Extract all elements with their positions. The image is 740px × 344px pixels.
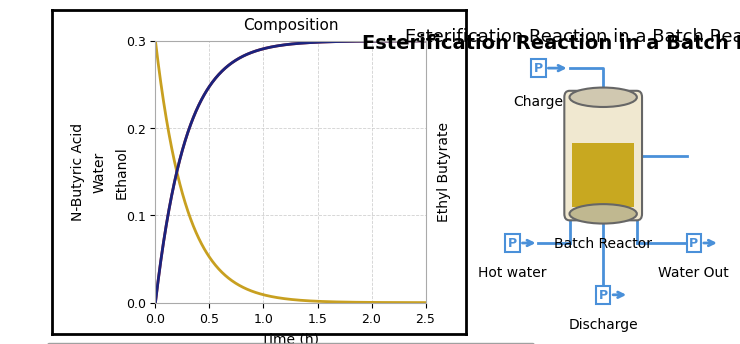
Ethyl Butyrate bbox=[151, 301, 160, 305]
Text: Water Out: Water Out bbox=[659, 266, 729, 280]
N-Butyric Acid bbox=[281, 297, 290, 301]
Water bbox=[421, 39, 430, 43]
Ethyl Butyrate bbox=[281, 43, 290, 47]
N-Butyric Acid bbox=[414, 301, 423, 305]
Water bbox=[297, 42, 306, 46]
Text: Charge: Charge bbox=[514, 94, 563, 108]
Legend: Ethanol, N-Butyric Acid, Water, Ethyl Butyrate: Ethanol, N-Butyric Acid, Water, Ethyl Bu… bbox=[47, 343, 534, 344]
Text: Hot water: Hot water bbox=[478, 266, 547, 280]
Title: Composition: Composition bbox=[243, 18, 338, 33]
N-Butyric Acid bbox=[297, 298, 306, 302]
Water bbox=[312, 41, 320, 45]
Ellipse shape bbox=[570, 204, 636, 224]
FancyBboxPatch shape bbox=[596, 286, 610, 304]
X-axis label: Time (h): Time (h) bbox=[261, 332, 320, 344]
Line: N-Butyric Acid: N-Butyric Acid bbox=[155, 41, 426, 303]
FancyBboxPatch shape bbox=[531, 60, 545, 77]
Ethyl Butyrate bbox=[421, 39, 430, 43]
Line: Ethyl Butyrate: Ethyl Butyrate bbox=[155, 41, 426, 303]
Water bbox=[151, 301, 160, 305]
Text: P: P bbox=[508, 237, 517, 250]
Ethyl Butyrate bbox=[372, 40, 381, 44]
Line: Water: Water bbox=[155, 41, 426, 303]
N-Butyric Acid bbox=[279, 297, 288, 301]
Text: Batch Reactor: Batch Reactor bbox=[554, 237, 652, 251]
Ethyl Butyrate bbox=[297, 42, 306, 46]
Text: Water: Water bbox=[93, 151, 107, 193]
Text: P: P bbox=[689, 237, 699, 250]
Water bbox=[281, 43, 290, 47]
Ethyl Butyrate bbox=[414, 39, 423, 43]
FancyBboxPatch shape bbox=[565, 91, 642, 221]
Water bbox=[414, 39, 423, 43]
Text: Discharge: Discharge bbox=[568, 318, 638, 332]
N-Butyric Acid bbox=[372, 300, 381, 304]
FancyBboxPatch shape bbox=[505, 234, 519, 252]
Text: Ethanol: Ethanol bbox=[115, 146, 129, 198]
Water bbox=[372, 40, 381, 44]
N-Butyric Acid bbox=[312, 299, 320, 303]
Text: Ethyl Butyrate: Ethyl Butyrate bbox=[437, 122, 451, 222]
Text: P: P bbox=[599, 288, 608, 301]
Text: Esterification Reaction in a Batch Reactor: Esterification Reaction in a Batch React… bbox=[363, 34, 740, 53]
FancyBboxPatch shape bbox=[572, 143, 634, 207]
Ellipse shape bbox=[570, 88, 636, 107]
N-Butyric Acid bbox=[151, 39, 160, 43]
N-Butyric Acid bbox=[421, 301, 430, 305]
Text: P: P bbox=[534, 62, 543, 75]
Text: Esterification Reaction in a Batch Reactor: Esterification Reaction in a Batch React… bbox=[405, 28, 740, 45]
Ethyl Butyrate bbox=[312, 41, 320, 45]
Water bbox=[279, 43, 288, 47]
FancyBboxPatch shape bbox=[687, 234, 701, 252]
Text: N-Butyric Acid: N-Butyric Acid bbox=[71, 123, 84, 221]
Ethyl Butyrate bbox=[279, 43, 288, 47]
